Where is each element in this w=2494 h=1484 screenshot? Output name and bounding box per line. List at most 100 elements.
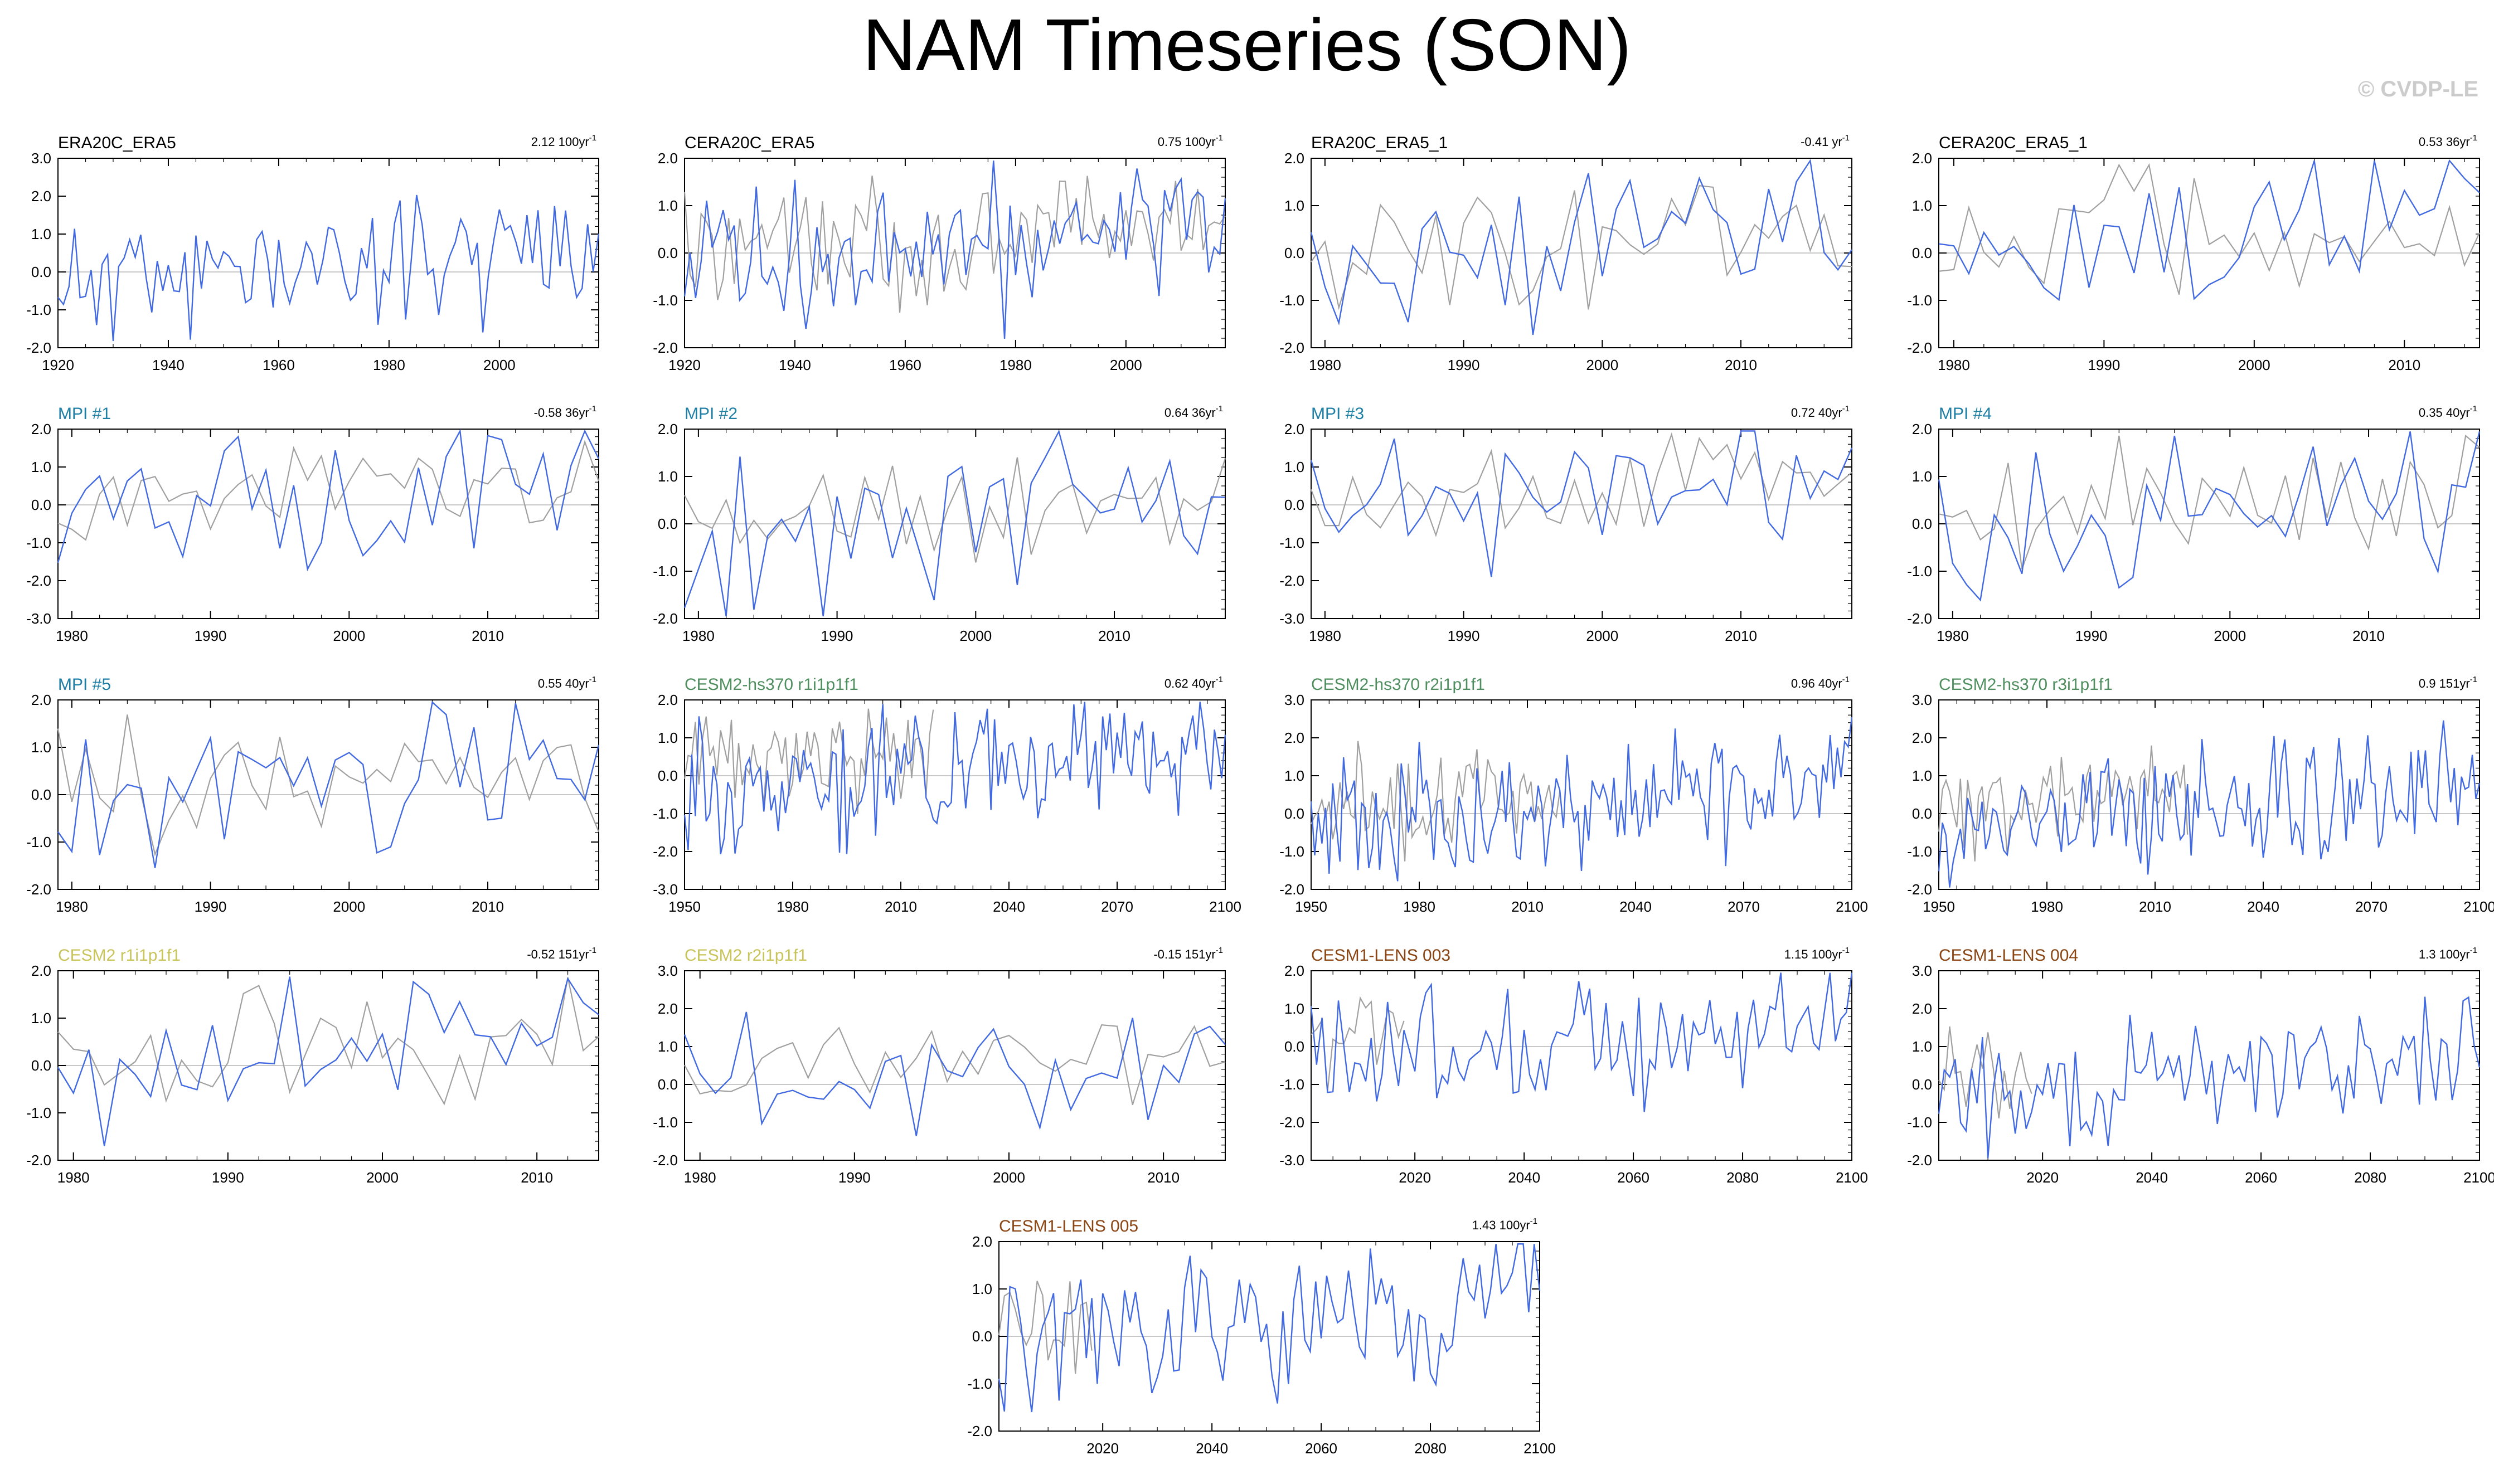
- x-tick-label: 2040: [2247, 898, 2279, 915]
- panel-14: CESM1-LENS 003 1.15 100yr-1 -3.0 -2.0 -1.0 0.…: [1279, 946, 1868, 1186]
- trend-label: 1.15 100yr-1: [1784, 946, 1850, 961]
- obs-series-line: [1311, 996, 1405, 1092]
- x-tick-label: 1920: [42, 357, 74, 373]
- trend-label: 0.35 40yr-1: [2419, 404, 2477, 420]
- y-tick-label: -2.0: [1279, 1114, 1304, 1131]
- x-tick-label: 2040: [1508, 1169, 1540, 1186]
- y-tick-label: -1.0: [1907, 843, 1932, 860]
- panel-2: ERA20C_ERA5_1 -0.41 yr-1 -2.0 -1.0 0.0 1.0 2.0…: [1279, 133, 1852, 373]
- trend-label: 1.43 100yr-1: [1472, 1217, 1537, 1232]
- y-tick-label: 1.0: [31, 226, 51, 242]
- y-tick-label: 2.0: [658, 421, 678, 437]
- x-tick-label: 2020: [2026, 1169, 2059, 1186]
- x-tick-label: 2070: [2355, 898, 2388, 915]
- x-tick-label: 1980: [1309, 357, 1341, 373]
- x-tick-label: 2010: [1098, 627, 1130, 644]
- x-tick-label: 2000: [993, 1169, 1025, 1186]
- y-tick-label: 0.0: [31, 786, 51, 803]
- x-tick-label: 2010: [472, 627, 504, 644]
- model-series-line: [1938, 996, 2481, 1159]
- trend-exponent: -1: [589, 404, 596, 413]
- panel-frame: [57, 429, 599, 619]
- x-tick-label: 1990: [2088, 357, 2120, 373]
- model-series-line: [1938, 431, 2481, 602]
- model-series-line: [57, 194, 600, 342]
- y-tick-label: 1.0: [1284, 767, 1304, 784]
- obs-series-line: [57, 440, 600, 541]
- y-tick-label: 3.0: [1912, 962, 1932, 979]
- y-tick-label: 2.0: [972, 1233, 992, 1250]
- y-tick-label: 1.0: [31, 459, 51, 475]
- y-tick-label: 3.0: [31, 150, 51, 167]
- obs-series-line: [683, 708, 934, 814]
- panel-title: MPI #5: [58, 675, 111, 694]
- obs-series-line: [57, 977, 599, 1106]
- y-tick-label: -2.0: [1279, 572, 1304, 589]
- y-tick-label: 3.0: [1912, 692, 1932, 708]
- x-tick-label: 2040: [1196, 1440, 1228, 1457]
- x-tick-label: 2100: [1523, 1440, 1556, 1457]
- panel-3: CERA20C_ERA5_1 0.53 36yr-1 -2.0 -1.0 0.0 1.0 2…: [1907, 133, 2480, 373]
- x-tick-label: 2040: [993, 898, 1025, 915]
- y-tick-label: 1.0: [31, 1010, 51, 1026]
- trend-exponent: -1: [1216, 404, 1223, 413]
- panel-13: CESM2 r2i1p1f1 -0.15 151yr-1 -2.0 -1.0 0.0 1.…: [653, 946, 1226, 1186]
- y-tick-label: 0.0: [31, 264, 51, 280]
- page-title: NAM Timeseries (SON): [862, 4, 1632, 86]
- panel-title: CESM1-LENS 004: [1939, 946, 2078, 965]
- panel-title: ERA20C_ERA5_1: [1311, 134, 1448, 152]
- trend-exponent: -1: [1842, 133, 1850, 143]
- x-tick-label: 1990: [838, 1169, 871, 1186]
- y-tick-label: 2.0: [1284, 962, 1304, 979]
- y-tick-label: 0.0: [658, 515, 678, 532]
- x-tick-label: 2100: [2463, 1169, 2494, 1186]
- y-tick-label: 0.0: [1912, 805, 1932, 822]
- panel-title: CESM2 r2i1p1f1: [685, 946, 807, 965]
- y-tick-label: -1.0: [1279, 843, 1304, 860]
- panel-frame: [1311, 429, 1852, 619]
- x-tick-label: 1990: [195, 898, 227, 915]
- obs-series-line: [684, 457, 1226, 563]
- obs-series-line: [1310, 432, 1852, 537]
- y-tick-label: -2.0: [1907, 339, 1932, 356]
- y-tick-label: -2.0: [26, 572, 51, 589]
- y-tick-label: -2.0: [26, 881, 51, 898]
- x-tick-label: 2000: [1586, 627, 1618, 644]
- x-tick-label: 1980: [682, 627, 715, 644]
- y-tick-label: -1.0: [1907, 1114, 1932, 1131]
- x-tick-label: 2100: [2463, 898, 2494, 915]
- trend-exponent: -1: [1842, 946, 1850, 955]
- y-tick-label: 1.0: [658, 1038, 678, 1055]
- model-series-line: [683, 1011, 1226, 1136]
- x-tick-label: 2100: [1209, 898, 1241, 915]
- trend-exponent: -1: [2470, 675, 2477, 684]
- x-tick-label: 2010: [1725, 357, 1757, 373]
- trend-exponent: -1: [589, 675, 596, 684]
- y-tick-label: -1.0: [26, 834, 51, 850]
- trend-label: -0.58 36yr-1: [534, 404, 596, 420]
- panel-5: MPI #2 0.64 36yr-1 -2.0 -1.0 0.0 1.0 2.0 1980 19…: [653, 404, 1226, 644]
- model-series-line: [1310, 430, 1853, 577]
- x-tick-label: 2060: [1305, 1440, 1337, 1457]
- x-tick-label: 1980: [999, 357, 1032, 373]
- y-tick-label: -1.0: [26, 534, 51, 551]
- trend-exponent: -1: [2470, 946, 2477, 955]
- y-tick-label: 0.0: [1284, 497, 1304, 513]
- x-tick-label: 1980: [777, 898, 809, 915]
- y-tick-label: -1.0: [1907, 292, 1932, 309]
- panel-title: MPI #1: [58, 405, 111, 423]
- y-tick-label: -1.0: [26, 1105, 51, 1121]
- trend-exponent: -1: [1216, 946, 1223, 955]
- y-tick-label: 1.0: [1284, 1000, 1304, 1017]
- trend-exponent: -1: [1530, 1217, 1537, 1226]
- y-tick-label: -3.0: [653, 881, 678, 898]
- x-tick-label: 1940: [152, 357, 185, 373]
- panel-4: MPI #1 -0.58 36yr-1 -3.0 -2.0 -1.0 0.0 1.0 2.0 1…: [26, 404, 600, 644]
- trend-label: -0.41 yr-1: [1801, 133, 1850, 149]
- x-tick-label: 2100: [1836, 898, 1868, 915]
- x-tick-label: 2000: [333, 898, 365, 915]
- x-tick-label: 2060: [1617, 1169, 1649, 1186]
- trend-exponent: -1: [2470, 404, 2477, 413]
- y-tick-label: -2.0: [653, 843, 678, 860]
